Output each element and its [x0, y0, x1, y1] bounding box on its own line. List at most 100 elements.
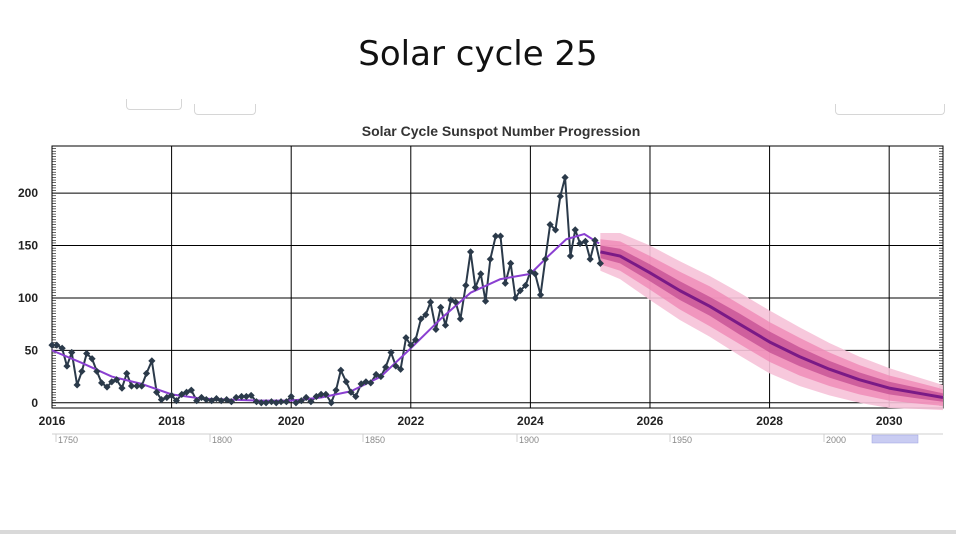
data-point — [292, 399, 300, 407]
data-point — [466, 248, 475, 256]
data-point — [452, 298, 460, 306]
data-point — [392, 362, 400, 370]
tab-fragment[interactable] — [194, 104, 256, 115]
data-point — [441, 321, 450, 329]
navigator-tick-label: 1750 — [58, 435, 78, 445]
navigator-tick-label: 1850 — [365, 435, 385, 445]
data-point — [511, 294, 520, 302]
data-point — [422, 311, 430, 319]
data-point — [197, 393, 206, 402]
data-point — [98, 379, 106, 387]
prediction-band-mid — [600, 239, 943, 406]
data-point — [367, 379, 375, 387]
data-point — [332, 386, 340, 394]
x-tick-label: 2020 — [278, 414, 305, 428]
data-point — [411, 336, 420, 344]
tab-fragment[interactable] — [126, 99, 182, 110]
data-point — [297, 397, 305, 405]
data-point — [83, 349, 91, 358]
data-point — [492, 232, 500, 240]
navigator-selection-handle[interactable] — [871, 434, 919, 444]
data-point — [237, 392, 246, 401]
axes: 2016 2018 2020 2022 2024 2026 2028 2030 0 50 100 15… — [18, 186, 903, 428]
data-point — [407, 341, 415, 349]
data-point — [48, 341, 56, 349]
data-point — [571, 226, 579, 234]
smoothed-line — [51, 233, 600, 402]
data-point — [167, 391, 176, 400]
y-tick-label: 0 — [31, 396, 38, 410]
data-point — [546, 221, 554, 229]
x-tick-label: 2026 — [637, 414, 664, 428]
data-point — [277, 398, 285, 406]
x-tick-label: 2018 — [158, 414, 185, 428]
data-point — [372, 370, 380, 379]
data-point — [58, 344, 66, 352]
data-point — [462, 281, 470, 289]
data-point — [133, 382, 141, 390]
data-point — [242, 392, 250, 401]
data-point — [118, 384, 126, 392]
data-point — [157, 396, 166, 404]
data-point — [322, 390, 330, 398]
data-point — [193, 397, 201, 405]
data-point — [561, 173, 569, 182]
data-point — [507, 259, 515, 267]
data-point — [262, 399, 270, 407]
data-point — [223, 396, 231, 404]
data-point — [73, 381, 81, 389]
y-tick-label: 50 — [25, 343, 39, 357]
data-point — [247, 391, 255, 400]
x-tick-label: 2028 — [756, 414, 783, 428]
navigator-tick-label: 1950 — [672, 435, 692, 445]
data-point — [362, 378, 370, 386]
data-point — [103, 383, 111, 391]
range-navigator[interactable]: 1750 1800 1850 1900 1950 2000 — [52, 433, 943, 445]
data-point — [127, 382, 136, 390]
data-point — [481, 297, 490, 305]
data-point — [282, 398, 291, 406]
navigator-tick-label: 2000 — [826, 435, 846, 445]
data-point — [556, 192, 564, 200]
data-point — [576, 239, 584, 248]
data-point — [531, 270, 539, 278]
chart-title: Solar Cycle Sunspot Number Progression — [362, 123, 641, 139]
data-point — [486, 255, 494, 263]
data-point — [382, 363, 390, 371]
y-tick-label: 100 — [18, 291, 38, 305]
data-point — [456, 315, 465, 323]
data-point — [586, 255, 594, 263]
x-tick-label: 2024 — [517, 414, 544, 428]
x-tick-label: 2030 — [876, 414, 903, 428]
data-point — [317, 390, 325, 398]
data-point — [68, 348, 76, 357]
data-point — [182, 388, 191, 396]
data-point — [426, 298, 435, 306]
bottom-border — [0, 530, 956, 534]
data-point — [501, 279, 509, 287]
data-point — [267, 398, 276, 406]
prediction-bands — [600, 232, 943, 411]
data-point — [153, 388, 161, 396]
data-point — [417, 315, 425, 323]
observed-markers — [48, 173, 604, 407]
tab-fragment[interactable] — [835, 104, 945, 115]
data-point — [566, 252, 575, 260]
data-point — [471, 283, 479, 292]
data-point — [307, 398, 315, 406]
data-point — [63, 362, 71, 370]
x-tick-label: 2022 — [397, 414, 424, 428]
data-point — [516, 287, 524, 295]
data-point — [78, 367, 86, 375]
data-point — [227, 398, 235, 406]
data-point — [172, 397, 180, 405]
data-point — [232, 393, 240, 402]
x-tick-label: 2016 — [39, 414, 66, 428]
data-point — [541, 255, 549, 263]
data-point — [347, 388, 355, 396]
data-point — [93, 367, 101, 375]
data-point — [138, 382, 146, 390]
data-point — [112, 376, 121, 384]
data-point — [402, 334, 410, 342]
